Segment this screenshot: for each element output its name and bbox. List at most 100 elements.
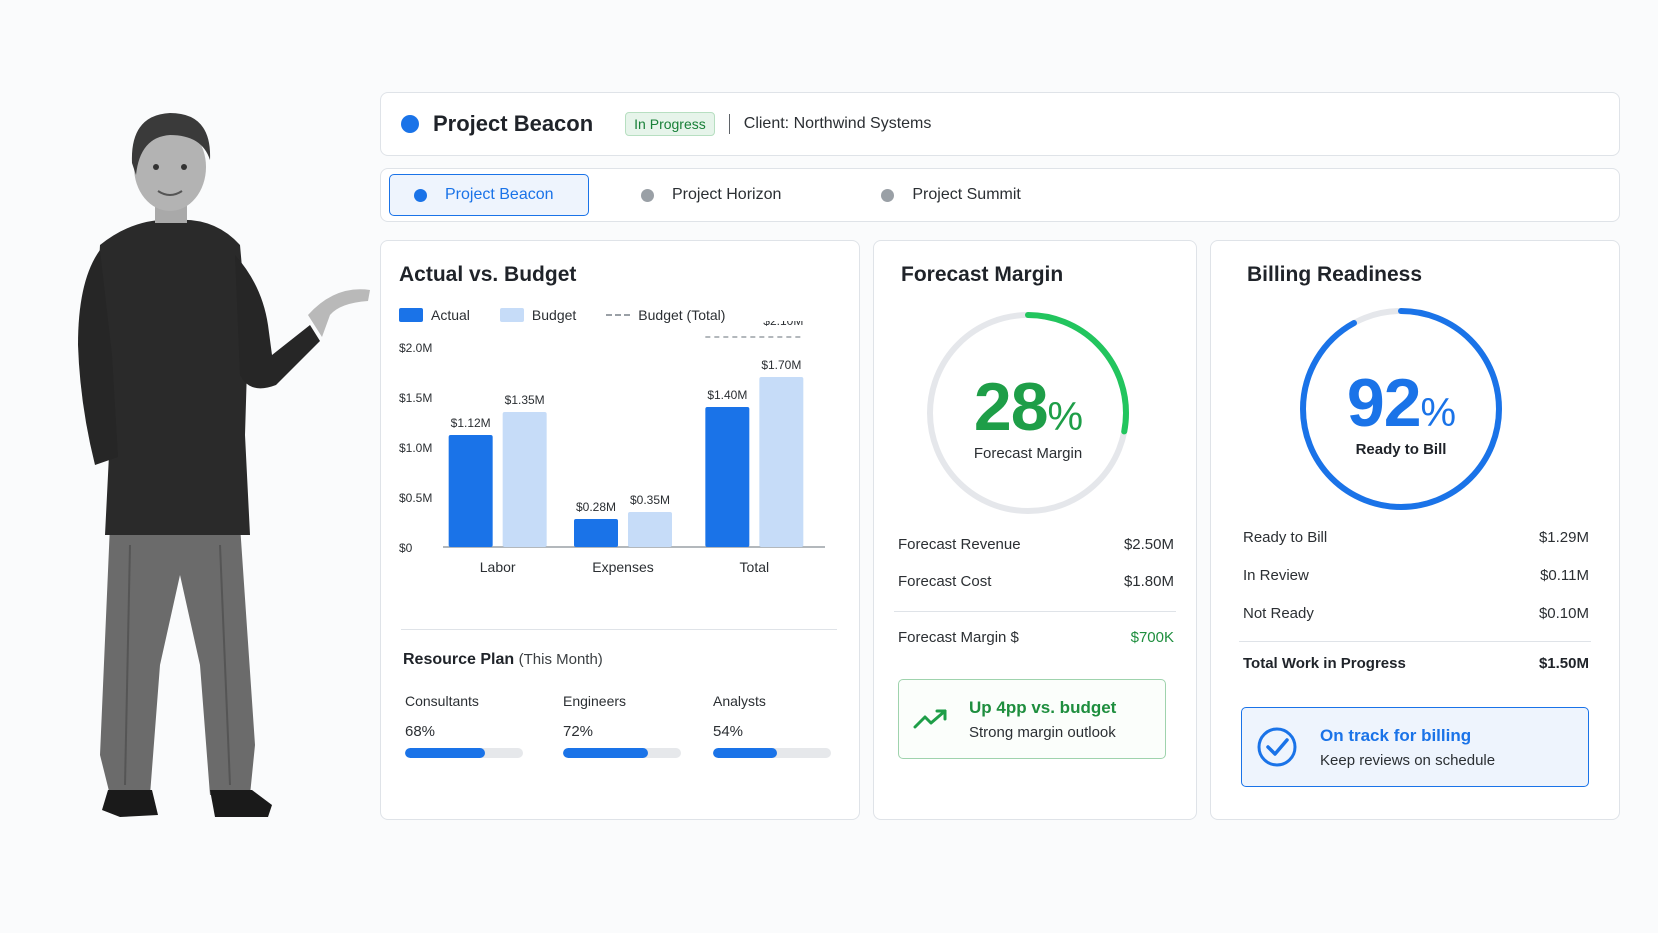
tab-project-beacon[interactable]: Project Beacon [389, 174, 589, 216]
metric-label: In Review [1243, 567, 1309, 584]
y-tick-label: $0 [399, 541, 413, 555]
gauge-progress-arc [1300, 308, 1502, 510]
tab-project-horizon[interactable]: Project Horizon [641, 174, 781, 216]
tab-label: Project Horizon [672, 186, 782, 203]
gauge-number: 28 [973, 369, 1049, 445]
legend-budget-total: Budget (Total) [606, 307, 725, 323]
forecast-margin-gauge [927, 312, 1129, 514]
metric-label: Forecast Cost [898, 573, 992, 590]
forecast-margin-panel: Forecast Margin 28% Forecast Margin Fore… [873, 240, 1197, 820]
progress-fill [405, 748, 486, 758]
gauge-label: Forecast Margin [973, 445, 1083, 462]
bar-value-label: $1.12M [451, 416, 491, 430]
bar-budget-total [759, 377, 804, 547]
metric-label: Forecast Revenue [898, 536, 1021, 553]
gauge-readout: 92% Ready to Bill [1297, 369, 1505, 458]
metric-value: $1.80M [1123, 573, 1174, 590]
legend-label: Budget [531, 307, 577, 323]
actual-vs-budget-panel: Actual vs. Budget Actual Budget Budget (… [380, 240, 860, 820]
metric-row: In Review $0.11M [1243, 567, 1589, 584]
project-header: Project Beacon In Progress Client: North… [380, 92, 1620, 156]
y-tick-label: $2.0M [399, 341, 432, 355]
project-tabs: Project Beacon Project Horizon Project S… [380, 168, 1620, 222]
bar-actual-total [705, 407, 750, 547]
y-tick-label: $1.5M [399, 391, 432, 405]
billing-readiness-gauge [1300, 308, 1502, 510]
metric-label: Total Work in Progress [1243, 655, 1406, 672]
tab-label: Project Summit [912, 186, 1021, 203]
resource-progress-bar [405, 748, 523, 758]
resource-consultants: Consultants 68% [405, 693, 525, 758]
resource-name: Analysts [713, 693, 766, 709]
x-tick-label: Expenses [592, 559, 653, 575]
bar-value-label: $1.40M [707, 388, 747, 402]
chart-legend: Actual Budget Budget (Total) [399, 307, 755, 323]
gauge-percent-sign: % [1047, 395, 1084, 439]
header-separator [728, 114, 730, 134]
metric-total-row: Forecast Margin $ $700K [898, 629, 1174, 646]
legend-swatch-budget [499, 308, 524, 322]
resource-plan-subtitle: (This Month) [518, 651, 603, 668]
resource-plan-label: Resource Plan [403, 651, 515, 668]
panel-title: Billing Readiness [1247, 263, 1423, 286]
bar-value-label: $1.35M [505, 393, 545, 407]
bar-value-label: $1.70M [761, 358, 801, 372]
gauge-progress-arc [927, 312, 1129, 514]
panel-divider [401, 629, 837, 630]
gauge-number: 92 [1346, 365, 1422, 441]
legend-dash-icon [606, 314, 631, 316]
legend-actual: Actual [399, 307, 470, 323]
x-tick-label: Labor [480, 559, 516, 575]
metric-label: Not Ready [1243, 605, 1314, 622]
bar-value-label: $0.35M [630, 493, 670, 507]
check-circle-icon [1257, 727, 1297, 767]
resource-percent: 72% [563, 723, 594, 740]
trending-up-icon [913, 709, 947, 729]
metric-value: $2.50M [1123, 536, 1174, 553]
resource-percent: 68% [405, 723, 436, 740]
resource-name: Engineers [563, 693, 627, 709]
panel-title: Actual vs. Budget [399, 263, 577, 286]
metric-total-row: Total Work in Progress $1.50M [1243, 655, 1589, 672]
bar-budget-labor [502, 412, 547, 547]
y-tick-label: $1.0M [399, 441, 432, 455]
panel-divider [1239, 641, 1591, 642]
bar-budget-expenses [628, 512, 672, 547]
callout-subtitle: Strong margin outlook [969, 723, 1116, 741]
client-name: Client: Northwind Systems [743, 115, 932, 132]
gauge-value: 28% [922, 373, 1134, 441]
resource-engineers: Engineers 72% [563, 693, 683, 758]
metric-label: Forecast Margin $ [898, 629, 1019, 646]
tab-project-summit[interactable]: Project Summit [881, 174, 1021, 216]
tab-label: Project Beacon [445, 186, 554, 203]
project-status-dot [401, 115, 419, 133]
project-title: Project Beacon [433, 111, 594, 136]
bar-actual-expenses [574, 519, 618, 547]
actual-vs-budget-chart: $0 $0.5M $1.0M $1.5M $2.0M $1.12M $1.35M Labor $… [399, 321, 825, 575]
progress-fill [713, 748, 777, 758]
legend-swatch-actual [399, 308, 423, 322]
x-tick-label: Total [740, 559, 770, 575]
panel-divider [894, 611, 1176, 612]
bar-value-label: $0.28M [576, 500, 616, 514]
resource-name: Consultants [405, 693, 479, 709]
metric-row: Ready to Bill $1.29M [1243, 529, 1589, 546]
budget-total-label: $2.10M [763, 321, 803, 328]
gauge-readout: 28% Forecast Margin [922, 373, 1134, 462]
y-tick-label: $0.5M [399, 491, 432, 505]
bar-actual-labor [448, 435, 493, 547]
metric-value: $700K [1130, 629, 1174, 646]
presenter-photo [78, 113, 370, 817]
legend-budget: Budget [499, 307, 577, 323]
tab-dot-icon [641, 188, 654, 202]
resource-progress-bar [563, 748, 681, 758]
callout-title: On track for billing [1320, 725, 1472, 745]
callout-subtitle: Keep reviews on schedule [1320, 751, 1496, 769]
resource-percent: 54% [713, 723, 744, 740]
resource-plan-title: Resource Plan (This Month) [403, 651, 603, 669]
metric-value: $1.50M [1538, 655, 1589, 672]
margin-outlook-callout: Up 4pp vs. budget Strong margin outlook [898, 679, 1166, 759]
gauge-percent-sign: % [1420, 391, 1457, 435]
metric-value: $0.10M [1538, 605, 1589, 622]
metric-row: Not Ready $0.10M [1243, 605, 1589, 622]
